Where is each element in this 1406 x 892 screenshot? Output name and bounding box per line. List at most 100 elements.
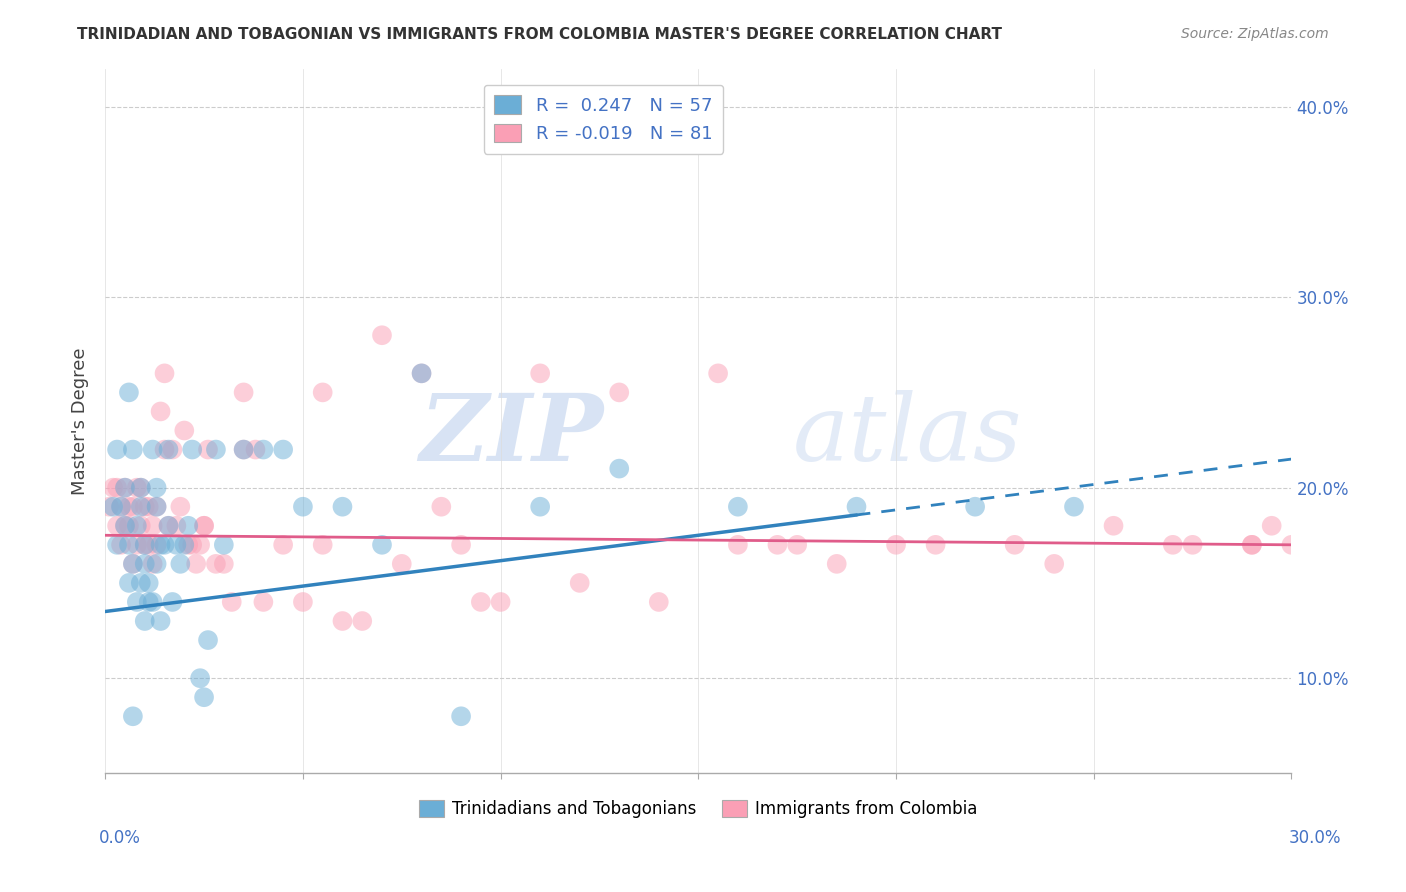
Point bbox=[371, 538, 394, 552]
Point bbox=[110, 500, 132, 514]
Point bbox=[529, 367, 551, 381]
Point bbox=[727, 538, 749, 552]
Point bbox=[142, 442, 165, 457]
Point bbox=[391, 557, 413, 571]
Point bbox=[1240, 538, 1263, 552]
Point bbox=[145, 538, 167, 552]
Text: Source: ZipAtlas.com: Source: ZipAtlas.com bbox=[1181, 27, 1329, 41]
Point bbox=[122, 557, 145, 571]
Point bbox=[134, 557, 156, 571]
Point bbox=[450, 538, 472, 552]
Y-axis label: Master's Degree: Master's Degree bbox=[72, 347, 89, 495]
Point bbox=[648, 595, 671, 609]
Point bbox=[145, 500, 167, 514]
Point bbox=[193, 518, 215, 533]
Point bbox=[122, 557, 145, 571]
Point bbox=[134, 614, 156, 628]
Text: ZIP: ZIP bbox=[419, 390, 603, 480]
Point bbox=[607, 385, 630, 400]
Point bbox=[181, 538, 204, 552]
Point bbox=[134, 538, 156, 552]
Point bbox=[312, 538, 335, 552]
Point bbox=[727, 500, 749, 514]
Point bbox=[924, 538, 946, 552]
Point bbox=[134, 538, 156, 552]
Point bbox=[142, 595, 165, 609]
Point bbox=[232, 442, 254, 457]
Point bbox=[134, 500, 156, 514]
Point bbox=[188, 671, 211, 685]
Point bbox=[707, 367, 730, 381]
Point bbox=[110, 538, 132, 552]
Point bbox=[197, 633, 219, 648]
Point bbox=[884, 538, 907, 552]
Point bbox=[470, 595, 492, 609]
Point bbox=[221, 595, 243, 609]
Point bbox=[252, 442, 274, 457]
Point bbox=[332, 500, 354, 514]
Point bbox=[149, 404, 172, 418]
Point bbox=[157, 442, 180, 457]
Point bbox=[138, 575, 160, 590]
Point bbox=[766, 538, 789, 552]
Point bbox=[489, 595, 512, 609]
Point bbox=[98, 500, 121, 514]
Point bbox=[232, 442, 254, 457]
Point bbox=[186, 557, 208, 571]
Point bbox=[149, 614, 172, 628]
Point bbox=[114, 481, 136, 495]
Point bbox=[153, 367, 176, 381]
Point bbox=[291, 500, 314, 514]
Point bbox=[252, 595, 274, 609]
Point bbox=[529, 500, 551, 514]
Point bbox=[271, 442, 294, 457]
Point bbox=[138, 500, 160, 514]
Point bbox=[105, 442, 128, 457]
Point bbox=[118, 518, 141, 533]
Point bbox=[129, 518, 152, 533]
Point bbox=[291, 595, 314, 609]
Point bbox=[125, 538, 148, 552]
Point bbox=[162, 595, 184, 609]
Point bbox=[122, 442, 145, 457]
Point bbox=[245, 442, 267, 457]
Text: atlas: atlas bbox=[793, 390, 1022, 480]
Point bbox=[232, 385, 254, 400]
Point bbox=[786, 538, 808, 552]
Point bbox=[142, 518, 165, 533]
Point bbox=[1181, 538, 1204, 552]
Point bbox=[118, 575, 141, 590]
Point bbox=[411, 367, 433, 381]
Point bbox=[205, 557, 228, 571]
Text: TRINIDADIAN AND TOBAGONIAN VS IMMIGRANTS FROM COLOMBIA MASTER'S DEGREE CORRELATI: TRINIDADIAN AND TOBAGONIAN VS IMMIGRANTS… bbox=[77, 27, 1002, 42]
Point bbox=[105, 518, 128, 533]
Point bbox=[138, 538, 160, 552]
Point bbox=[965, 500, 987, 514]
Point bbox=[165, 538, 187, 552]
Point bbox=[165, 518, 187, 533]
Point bbox=[332, 614, 354, 628]
Point bbox=[145, 500, 167, 514]
Point bbox=[110, 500, 132, 514]
Point bbox=[411, 367, 433, 381]
Point bbox=[568, 575, 591, 590]
Point bbox=[169, 557, 191, 571]
Point bbox=[138, 595, 160, 609]
Point bbox=[125, 595, 148, 609]
Point bbox=[1161, 538, 1184, 552]
Point bbox=[430, 500, 453, 514]
Point bbox=[114, 481, 136, 495]
Point bbox=[173, 424, 195, 438]
Point bbox=[205, 442, 228, 457]
Text: 0.0%: 0.0% bbox=[98, 829, 141, 847]
Point bbox=[129, 575, 152, 590]
Point bbox=[118, 500, 141, 514]
Point bbox=[105, 538, 128, 552]
Point bbox=[142, 557, 165, 571]
Point bbox=[1260, 518, 1282, 533]
Point bbox=[312, 385, 335, 400]
Point bbox=[129, 500, 152, 514]
Point bbox=[607, 461, 630, 475]
Point bbox=[101, 481, 124, 495]
Point bbox=[153, 442, 176, 457]
